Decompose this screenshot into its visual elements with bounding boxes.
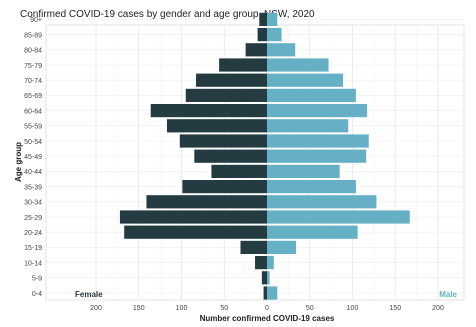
x-tick-label: 0 <box>265 305 269 312</box>
bar-female-35-39 <box>182 180 267 194</box>
bar-male-90+ <box>267 12 278 26</box>
y-axis-label: Age group <box>14 142 23 182</box>
bar-female-30-34 <box>146 195 267 209</box>
y-tick-label: 0-4 <box>32 291 42 298</box>
y-tick-label: 80-84 <box>24 48 42 55</box>
bar-male-65-69 <box>267 88 356 102</box>
x-tick-label: 150 <box>389 305 401 312</box>
bar-male-50-54 <box>267 134 369 148</box>
bar-female-50-54 <box>179 134 267 148</box>
x-tick-label: 200 <box>432 305 444 312</box>
bar-male-70-74 <box>267 73 344 87</box>
y-tick-label: 5-9 <box>32 276 42 283</box>
x-tick-label: 200 <box>90 305 102 312</box>
x-tick-label: 150 <box>133 305 145 312</box>
y-tick-label: 75-79 <box>24 63 42 70</box>
bar-female-70-74 <box>196 73 267 87</box>
bar-female-25-29 <box>119 210 267 224</box>
bar-male-80-84 <box>267 43 296 57</box>
bar-male-20-24 <box>267 225 358 239</box>
bar-male-45-49 <box>267 149 367 163</box>
y-tick-labels: 0-4 5-9 10-14 15-19 20-24 25-29 30-34 35-39 40-4… <box>24 17 42 298</box>
y-tick-label: 10-14 <box>24 260 42 267</box>
x-tick-label: 100 <box>176 305 188 312</box>
bar-male-0-4 <box>267 286 278 300</box>
y-tick-label: 20-24 <box>24 230 42 237</box>
x-axis-label: Number confirmed COVID-19 cases <box>200 314 335 323</box>
y-tick-label: 85-89 <box>24 32 42 39</box>
bar-male-10-14 <box>267 256 274 270</box>
bar-female-80-84 <box>245 43 267 57</box>
x-tick-labels: 200 150 100 50 0 50 100 150 200 <box>90 305 444 312</box>
bar-female-90+ <box>259 12 267 26</box>
x-tick-label: 50 <box>220 305 228 312</box>
bar-male-15-19 <box>267 240 297 254</box>
x-tick-label: 50 <box>306 305 314 312</box>
bar-female-75-79 <box>219 58 267 72</box>
y-tick-label: 30-34 <box>24 200 42 207</box>
bar-female-10-14 <box>255 256 267 270</box>
y-tick-label: 65-69 <box>24 93 42 100</box>
bar-female-85-89 <box>257 28 267 42</box>
bar-male-30-34 <box>267 195 377 209</box>
bar-female-20-24 <box>124 225 267 239</box>
chart-title: Confirmed COVID-19 cases by gender and a… <box>20 9 315 20</box>
bar-male-75-79 <box>267 58 329 72</box>
bar-female-5-9 <box>261 271 267 285</box>
y-tick-label: 70-74 <box>24 78 42 85</box>
y-tick-label: 60-64 <box>24 108 42 115</box>
y-tick-label: 35-39 <box>24 184 42 191</box>
bar-female-15-19 <box>240 240 267 254</box>
bar-female-60-64 <box>150 104 267 118</box>
bar-female-0-4 <box>263 286 267 300</box>
legend-female-label: Female <box>75 290 103 299</box>
y-tick-label: 50-54 <box>24 139 42 146</box>
bar-female-45-49 <box>194 149 267 163</box>
y-tick-label: 15-19 <box>24 245 42 252</box>
bar-male-35-39 <box>267 180 356 194</box>
bars <box>119 12 410 300</box>
bar-female-40-44 <box>211 164 267 178</box>
y-tick-label: 45-49 <box>24 154 42 161</box>
bar-male-40-44 <box>267 164 340 178</box>
bar-female-55-59 <box>166 119 267 133</box>
bar-male-60-64 <box>267 104 368 118</box>
bar-male-25-29 <box>267 210 410 224</box>
bar-male-5-9 <box>267 271 270 285</box>
bar-male-85-89 <box>267 28 282 42</box>
y-tick-label: 90+ <box>30 17 42 24</box>
legend-male-label: Male <box>439 290 457 299</box>
x-tick-label: 100 <box>347 305 359 312</box>
y-tick-label: 25-29 <box>24 215 42 222</box>
y-tick-label: 55-59 <box>24 124 42 131</box>
bar-male-55-59 <box>267 119 349 133</box>
bar-female-65-69 <box>185 88 267 102</box>
y-tick-label: 40-44 <box>24 169 42 176</box>
